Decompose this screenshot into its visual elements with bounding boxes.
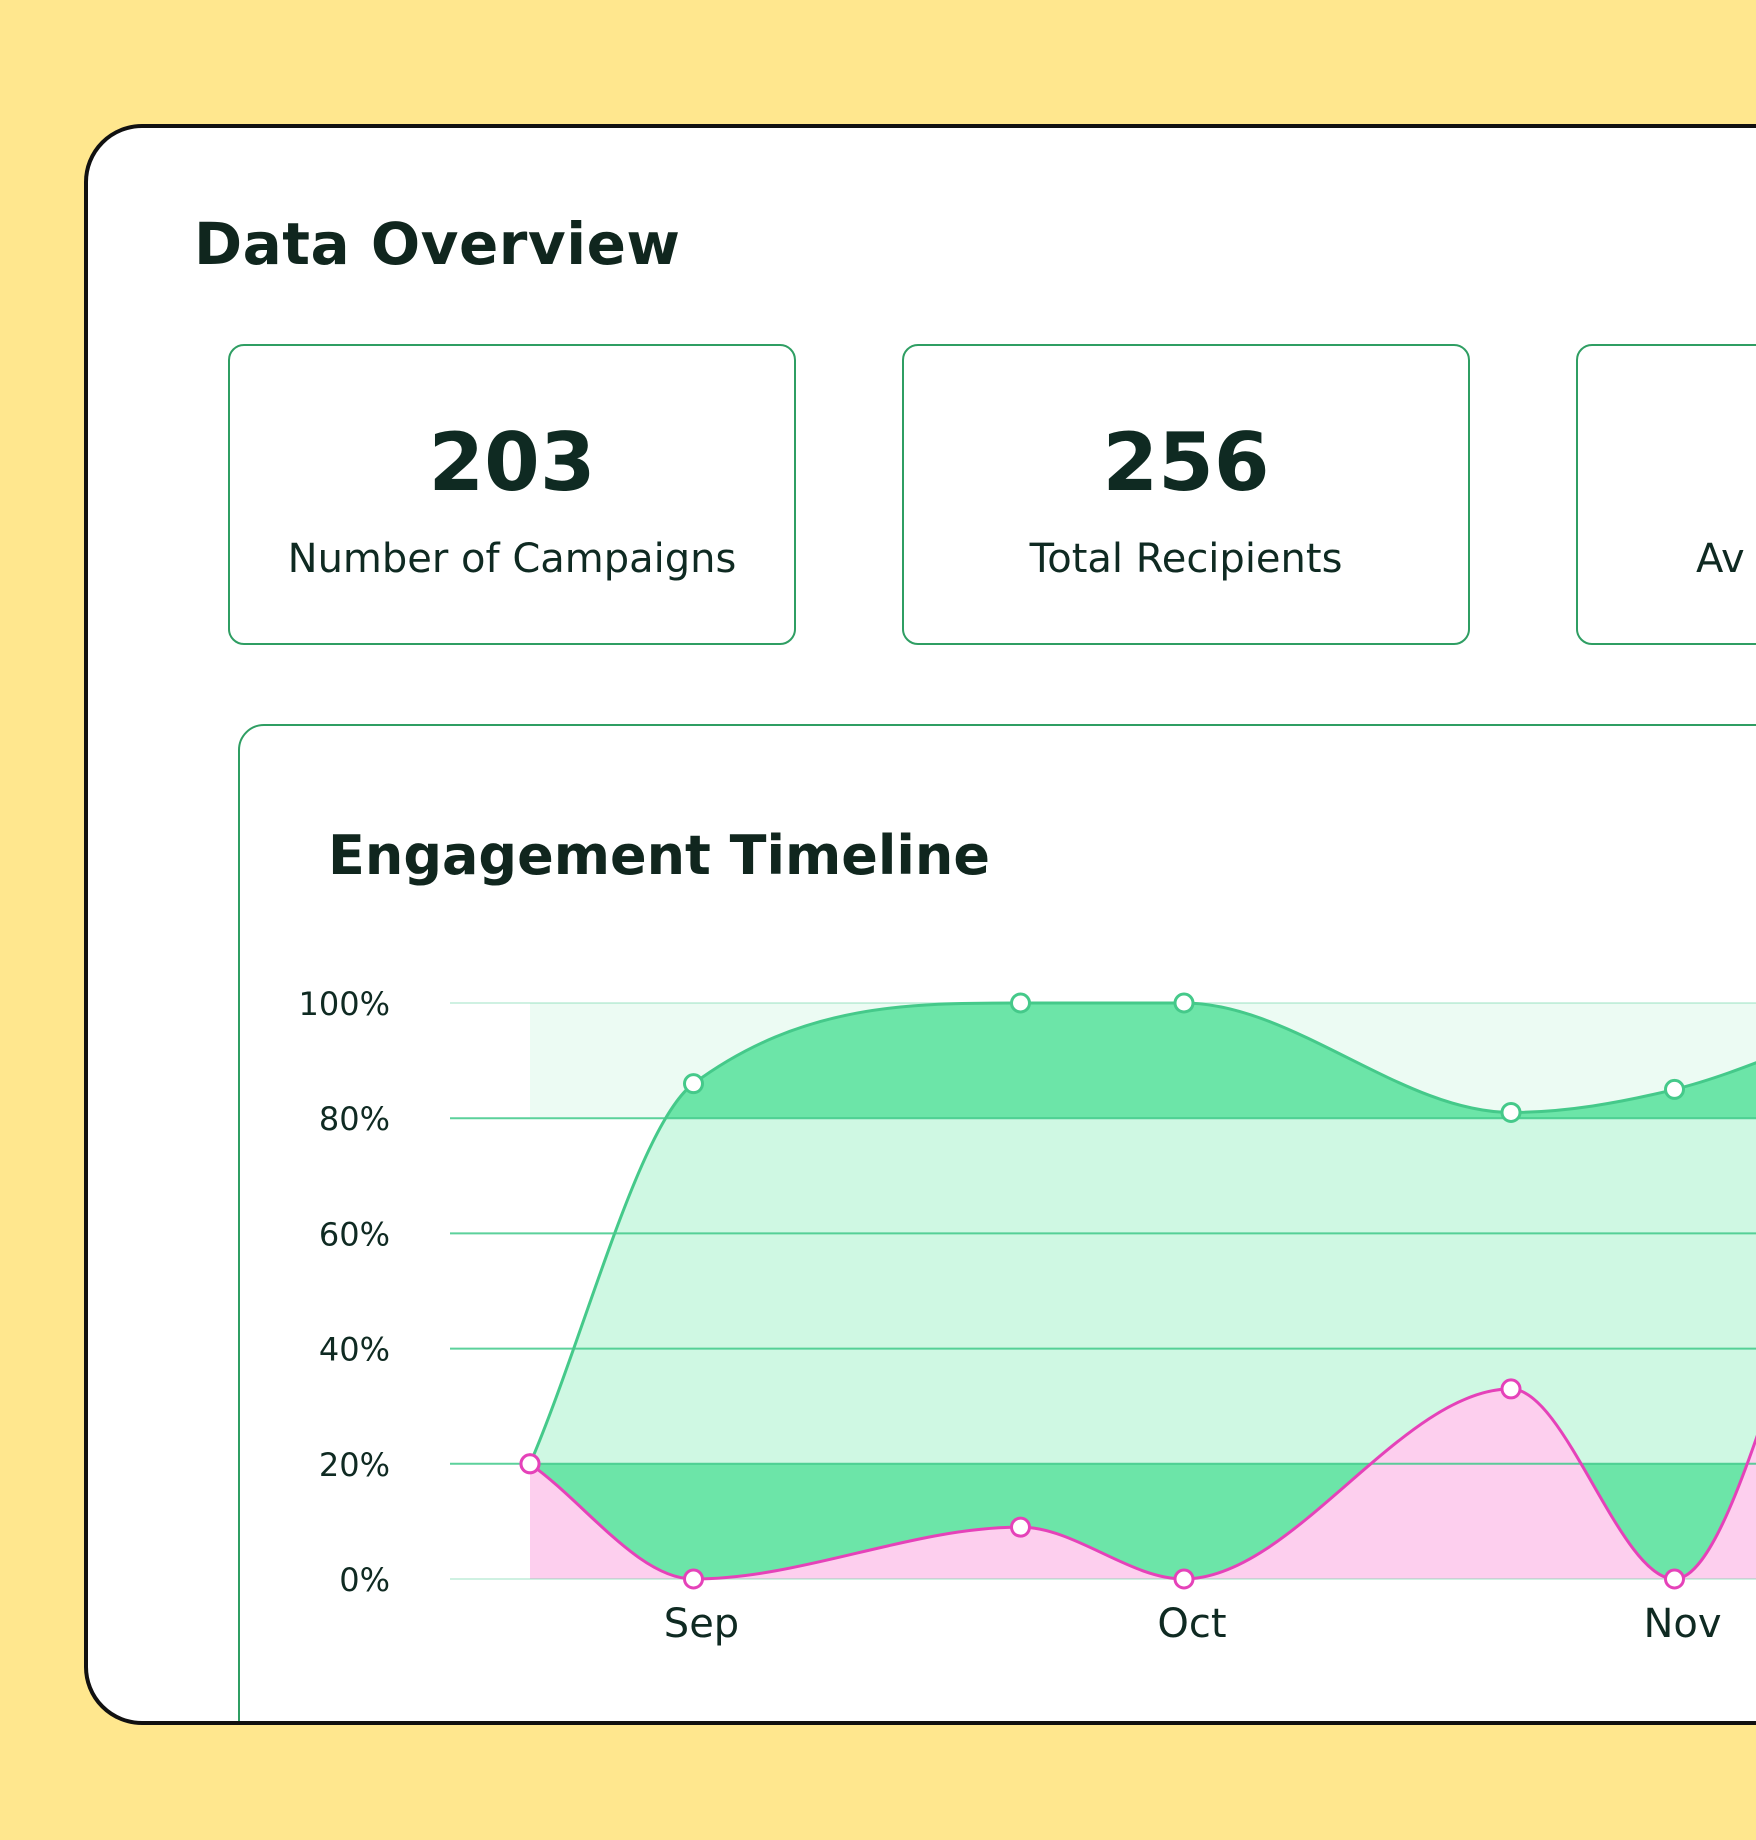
page-title: Data Overview (194, 210, 681, 278)
y-tick-label: 20% (319, 1446, 390, 1484)
x-tick-label: Nov (1643, 1601, 1721, 1647)
stat-card-recipients[interactable]: 256 Total Recipients (902, 344, 1470, 645)
series-1-line (528, 1001, 1756, 1465)
stat-label: Number of Campaigns (287, 536, 737, 582)
series-2-point (1010, 1516, 1031, 1538)
series-2-point (683, 1568, 704, 1590)
series-2-line (529, 1387, 1756, 1581)
series-2-area (530, 1388, 1756, 1579)
engagement-chart: 0% 20% 40% 60% 80% 100% Sep Oct Nov (299, 985, 1756, 1647)
stat-card-campaigns[interactable]: 203 Number of Campaigns (228, 344, 796, 645)
x-tick-label: Oct (1157, 1601, 1226, 1647)
dashboard-panel: Data Overview 203 Number of Campaigns 25… (84, 124, 1756, 1725)
series-1-point (1010, 992, 1031, 1014)
series-1-point (1173, 992, 1195, 1014)
stat-label: Total Recipients (1029, 536, 1343, 582)
y-tick-label: 0% (339, 1561, 390, 1599)
series-2-point (519, 1453, 541, 1475)
stat-card-average[interactable]: Av (1576, 344, 1756, 645)
stat-label: Av (1696, 536, 1745, 582)
stat-value: 203 (428, 416, 596, 509)
series-1-point (1664, 1078, 1685, 1100)
series-2-point (1500, 1378, 1522, 1400)
series-2-point (1664, 1568, 1685, 1590)
chart-title: Engagement Timeline (328, 824, 990, 887)
series-2-point (1173, 1568, 1195, 1590)
y-tick-label: 40% (319, 1331, 390, 1369)
series-1-area-upper (665, 1003, 1756, 1119)
x-tick-label: Sep (664, 1601, 739, 1647)
series-1-point (683, 1073, 704, 1095)
y-tick-label: 80% (319, 1100, 390, 1138)
stat-value: 256 (1102, 416, 1270, 509)
y-tick-label: 60% (319, 1215, 390, 1253)
series-1-point (1500, 1101, 1522, 1123)
y-tick-label: 100% (299, 985, 390, 1023)
engagement-chart-card: Engagement Timeline 0% 20% 40% 60% 80% 100% Se… (238, 724, 1756, 1721)
